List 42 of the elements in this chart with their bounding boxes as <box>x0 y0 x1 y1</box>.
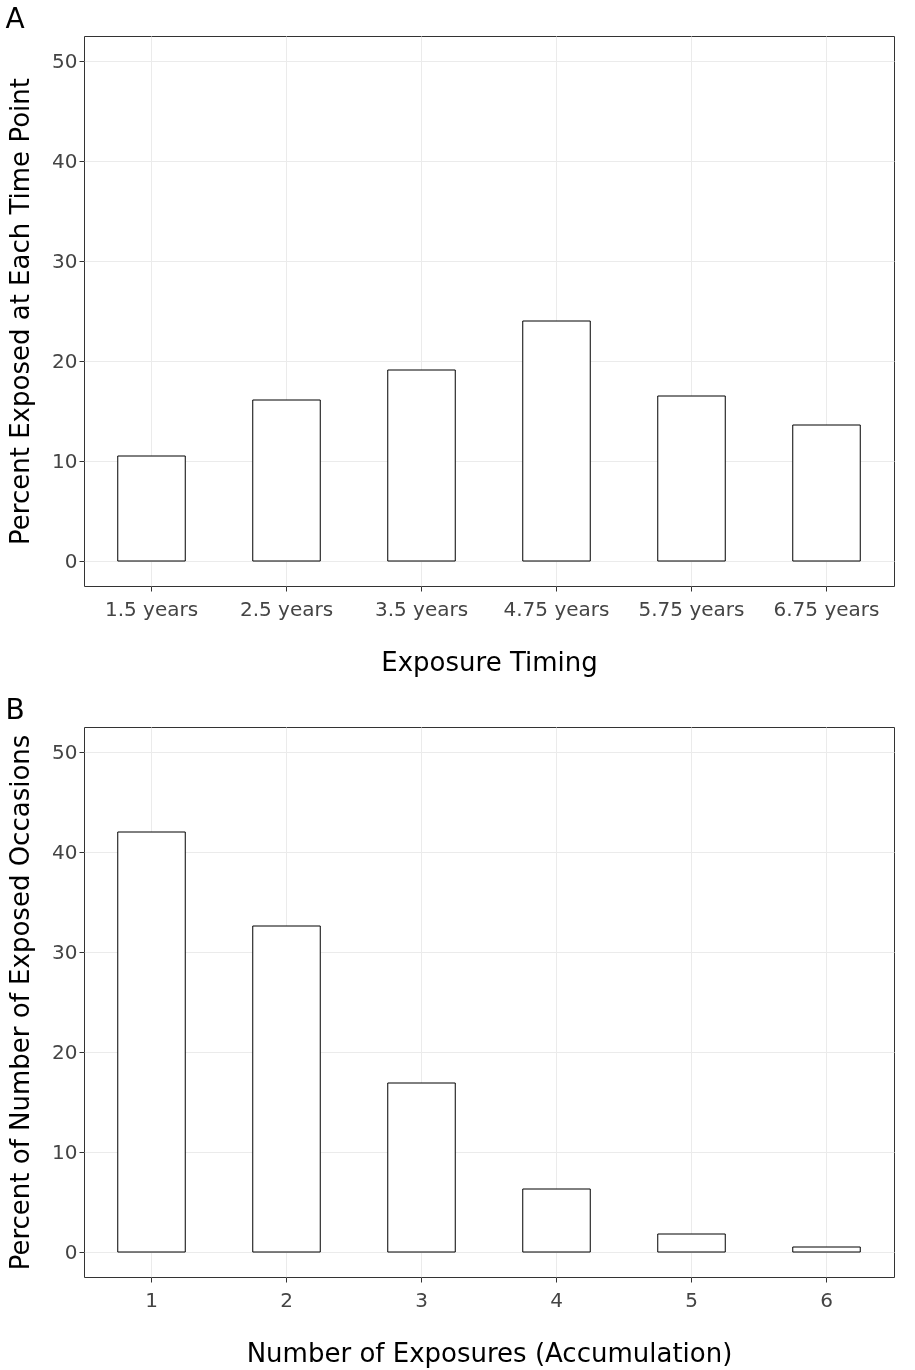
y-tick-label: 0 <box>64 1239 78 1264</box>
y-tick-label: 40 <box>52 839 78 864</box>
y-tick-label: 50 <box>52 48 78 73</box>
x-tick-label: 6 <box>820 1287 833 1312</box>
bar <box>522 1188 591 1253</box>
y-tick-label: 50 <box>52 739 78 764</box>
x-tick-label: 3.5 years <box>374 596 469 621</box>
bar <box>657 395 726 562</box>
bar <box>792 424 861 562</box>
x-tick-label: 2.5 years <box>239 596 334 621</box>
bar <box>387 369 456 562</box>
x-tick-label: 5.75 years <box>638 596 745 621</box>
y-tick-label: 10 <box>52 448 78 473</box>
bar <box>387 1082 456 1253</box>
chart-title: A <box>5 2 25 35</box>
y-tick-label: 20 <box>52 1039 78 1064</box>
x-tick-label: 2 <box>280 1287 293 1312</box>
bar <box>792 1246 861 1253</box>
x-tick-label: 5 <box>685 1287 698 1312</box>
y-axis-title: Percent of Number of Exposed Occasions <box>5 734 36 1271</box>
x-tick-label: 6.75 years <box>773 596 880 621</box>
y-tick-label: 30 <box>52 939 78 964</box>
y-tick-label: 40 <box>52 148 78 173</box>
bar <box>252 925 321 1253</box>
bar <box>117 455 186 562</box>
bar <box>522 320 591 562</box>
y-tick-label: 0 <box>64 548 78 573</box>
bar <box>657 1233 726 1253</box>
x-tick-label: 3 <box>415 1287 428 1312</box>
bar <box>252 399 321 562</box>
x-tick-label: 1.5 years <box>104 596 199 621</box>
y-tick-label: 30 <box>52 248 78 273</box>
x-tick-label: 4 <box>550 1287 563 1312</box>
y-tick-label: 10 <box>52 1139 78 1164</box>
chart-title: B <box>5 693 25 726</box>
bar <box>117 831 186 1253</box>
x-axis-title: Number of Exposures (Accumulation) <box>246 1337 733 1368</box>
y-tick-label: 20 <box>52 348 78 373</box>
x-axis-title: Exposure Timing <box>381 646 598 677</box>
x-tick-label: 1 <box>145 1287 158 1312</box>
x-tick-label: 4.75 years <box>503 596 610 621</box>
y-axis-title: Percent Exposed at Each Time Point <box>5 78 36 545</box>
